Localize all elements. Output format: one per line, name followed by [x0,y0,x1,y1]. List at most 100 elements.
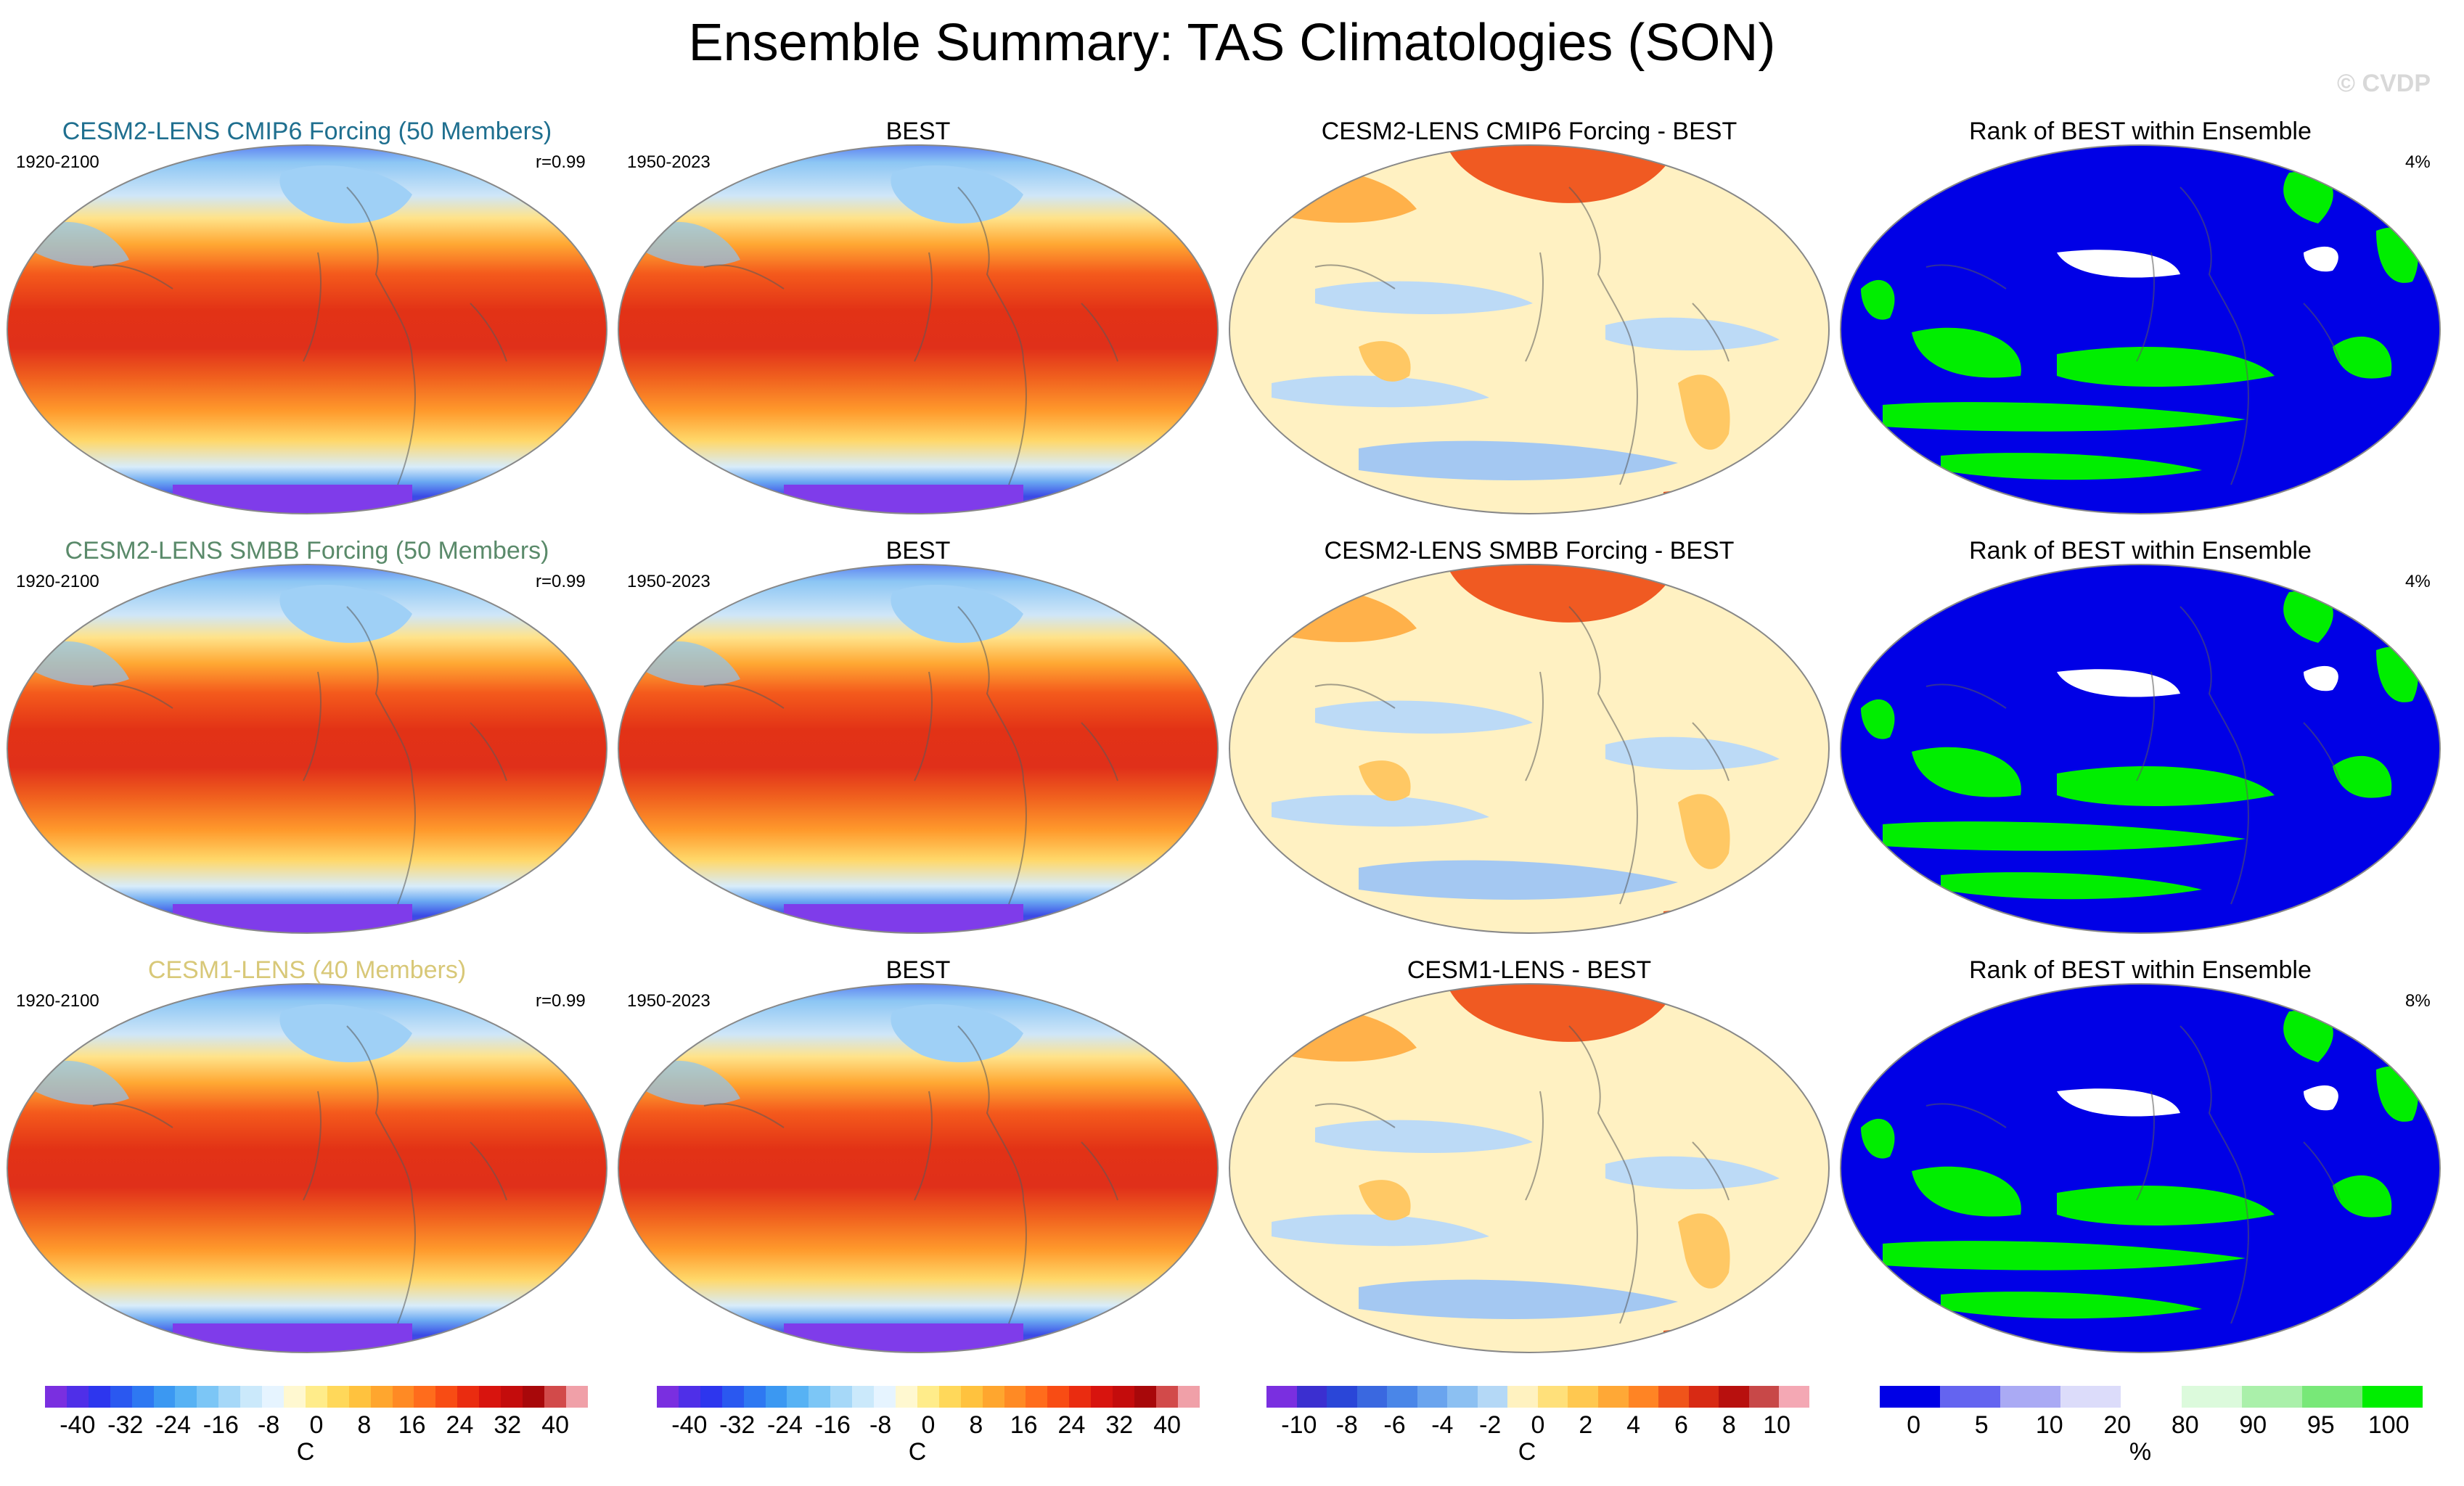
colorbar-swatch [1296,1386,1327,1408]
colorbar-tick-label: 95 [2307,1411,2335,1439]
period-label: 1950-2023 [627,152,711,172]
high-rank-region [2283,171,2333,223]
map-border [7,983,607,1353]
anomaly-region [1315,1120,1533,1153]
colorbar-swatch [262,1386,284,1408]
coastline [92,1025,507,1324]
anomaly-region [1605,736,1780,770]
colorbar-tick-label: -16 [814,1411,851,1439]
colorbar-tick-label: 10 [1763,1411,1791,1439]
colorbar-swatch [1658,1386,1689,1408]
cold-region [35,221,129,266]
panel-title: BEST [885,118,951,145]
coastline [1314,1025,1730,1324]
map-rank [1840,144,2441,514]
colorbar-tick-label: 0 [1907,1411,1921,1439]
map-border [1229,983,1830,1353]
anomaly-region [1272,375,1489,408]
map-border [1229,144,1830,514]
antarctica [173,904,412,933]
high-rank-region [1883,821,2246,851]
colorbar-tick-label: 0 [921,1411,936,1439]
colorbar-swatch [2181,1386,2242,1408]
map-panel [1228,144,1830,515]
cold-region [891,585,1023,643]
period-label: 1950-2023 [627,572,711,591]
cold-region [891,1004,1023,1062]
colorbar-swatch [1598,1386,1629,1408]
anomaly-region [1663,489,1809,514]
high-rank-region [1941,453,2202,480]
coastline [92,606,507,905]
colorbar-swatch [1155,1386,1178,1408]
colorbar-tick-label: 40 [541,1411,570,1439]
anomaly-region [1678,794,1730,869]
colorbar-swatch [938,1386,961,1408]
colorbar-swatch [565,1386,588,1408]
colorbar-tick-label: 0 [1531,1411,1545,1439]
panel-title: Rank of BEST within Ensemble [1969,537,2312,565]
colorbar-swatch [45,1386,67,1408]
colorbar-swatch [678,1386,700,1408]
colorbar-tick-label: 8 [1722,1411,1736,1439]
map-border [1840,983,2441,1353]
map-border [1840,564,2441,934]
colorbar-tick-label: 8 [969,1411,983,1439]
anomaly-region [1678,374,1730,450]
map-clim [7,564,607,934]
colorbar-tick-label: 80 [2171,1411,2199,1439]
high-rank-region [1941,872,2202,900]
anomaly-region [1315,700,1533,734]
colorbar-swatch [657,1386,679,1408]
colorbar-tick-label: 90 [2239,1411,2267,1439]
colorbar-tick-label: 24 [1057,1411,1086,1439]
colorbar-swatch [2301,1386,2362,1408]
anomaly-region [1315,281,1533,314]
colorbar-swatch [852,1386,875,1408]
colorbar-swatch [1507,1386,1538,1408]
panel-title: BEST [885,956,951,984]
map-panel [617,144,1219,515]
anomaly-region [1359,760,1411,801]
antarctica [173,485,412,514]
colorbar-swatch [1779,1386,1809,1408]
map-panel [1839,144,2442,515]
colorbar-swatch [1327,1386,1357,1408]
cold-region [646,221,740,266]
colorbar-swatch [218,1386,241,1408]
high-rank-region [2057,347,2275,387]
colorbar-tick-label: -8 [258,1411,280,1439]
colorbar-swatch [2241,1386,2302,1408]
mid-rank-region [2057,250,2180,278]
colorbar-swatch [435,1386,458,1408]
colorbar-swatch [2000,1386,2061,1408]
colorbar-swatch [1004,1386,1026,1408]
anomaly-region [1663,1328,1809,1352]
colorbar-swatch [414,1386,436,1408]
map-diff [1229,983,1830,1353]
colorbar-swatch [305,1386,327,1408]
cold-region [35,641,129,686]
colorbar-tick-label: -40 [60,1411,96,1439]
colorbar-tick-label: 24 [446,1411,474,1439]
cold-region [279,585,412,643]
high-rank-region [2057,1186,2275,1226]
high-rank-region [1861,279,1895,320]
rank-percent-label: 4% [2405,572,2431,591]
colorbar-tick-label: -16 [202,1411,239,1439]
colorbar-unit: % [2129,1438,2152,1466]
colorbar-swatch [66,1386,89,1408]
map-border [7,564,607,934]
map-clim [618,564,1219,934]
anomaly-region [1446,145,1678,203]
anomaly-region [1663,908,1809,933]
high-rank-region [1861,1118,1895,1159]
colorbar-swatch [88,1386,110,1408]
period-label: 1920-2100 [16,572,99,591]
high-rank-region [1883,1241,2246,1271]
colorbar-tick-label: 10 [2035,1411,2063,1439]
colorbar [45,1386,588,1408]
map-clim [618,983,1219,1353]
anomaly-region [1605,317,1780,350]
colorbar-swatch [1387,1386,1417,1408]
